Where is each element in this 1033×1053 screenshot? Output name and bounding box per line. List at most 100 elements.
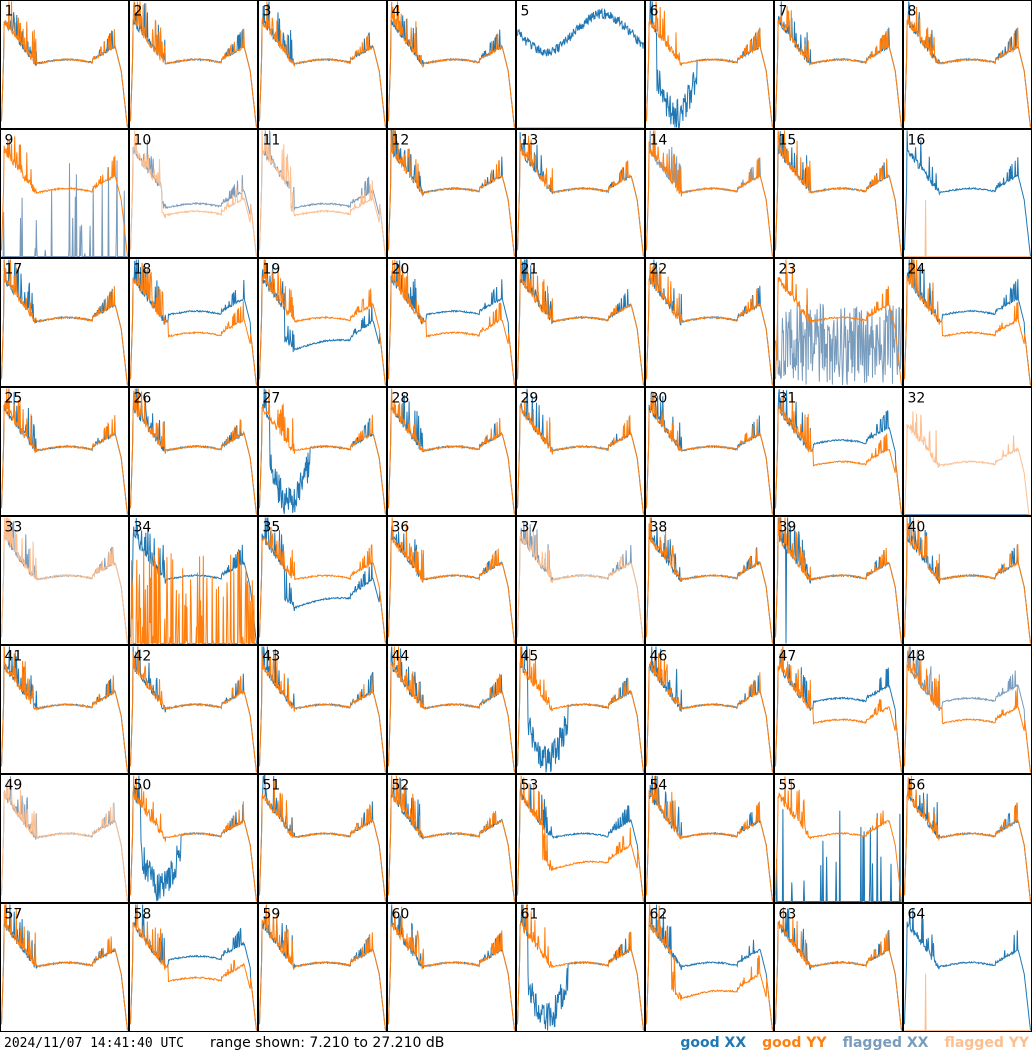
panel-frame — [774, 645, 903, 774]
panel-label: 20 — [392, 262, 410, 278]
panel-label: 49 — [5, 778, 23, 794]
series-yy — [1, 517, 128, 644]
panel-label: 54 — [650, 778, 668, 794]
series-yy — [259, 259, 386, 386]
panel-frame — [0, 258, 129, 387]
panel-label: 48 — [908, 649, 926, 665]
panel-label: 44 — [392, 649, 410, 665]
panel-label: 18 — [134, 262, 152, 278]
series-xx — [775, 809, 902, 902]
antenna-panel-52: 52 — [387, 774, 516, 903]
series-xx — [775, 303, 902, 386]
panel-frame — [645, 774, 774, 903]
panel-frame — [258, 645, 387, 774]
series-xx — [517, 7, 644, 57]
panel-label: 22 — [650, 262, 668, 278]
antenna-panel-36: 36 — [387, 516, 516, 645]
series-yy — [517, 135, 644, 257]
panel-label: 16 — [908, 133, 926, 149]
panel-label: 17 — [5, 262, 23, 278]
antenna-panel-48: 48 — [903, 645, 1032, 774]
series-yy — [904, 411, 1031, 515]
panel-label: 31 — [779, 391, 797, 407]
panel-frame — [258, 774, 387, 903]
series-yy — [646, 130, 773, 257]
panel-label: 28 — [392, 391, 410, 407]
antenna-panel-11: 11 — [258, 129, 387, 258]
series-yy — [259, 904, 386, 1031]
series-yy — [1, 1, 128, 128]
panel-frame — [645, 129, 774, 258]
panel-frame — [645, 903, 774, 1032]
series-xx — [775, 389, 902, 515]
antenna-panel-50: 50 — [129, 774, 258, 903]
antenna-panel-13: 13 — [516, 129, 645, 258]
series-yy — [904, 6, 1031, 128]
series-yy — [259, 649, 386, 773]
panel-frame — [258, 903, 387, 1032]
antenna-panel-21: 21 — [516, 258, 645, 387]
panel-label: 23 — [779, 262, 797, 278]
panel-label: 35 — [263, 520, 281, 536]
panel-frame — [387, 387, 516, 516]
panel-label: 10 — [134, 133, 152, 149]
antenna-panel-53: 53 — [516, 774, 645, 903]
panel-frame — [387, 645, 516, 774]
antenna-panel-40: 40 — [903, 516, 1032, 645]
antenna-panel-8: 8 — [903, 0, 1032, 129]
series-yy — [646, 775, 773, 902]
panel-label: 1 — [5, 4, 14, 20]
panel-label: 36 — [392, 520, 410, 536]
series-yy — [1, 904, 128, 1031]
series-yy — [1, 136, 128, 257]
antenna-panel-56: 56 — [903, 774, 1032, 903]
panel-frame — [774, 0, 903, 129]
panel-label: 53 — [521, 778, 539, 794]
antenna-panel-33: 33 — [0, 516, 129, 645]
series-xx — [904, 908, 1031, 1031]
series-yy — [904, 259, 1031, 386]
panel-label: 60 — [392, 907, 410, 923]
series-yy — [130, 904, 257, 1031]
panel-frame — [903, 0, 1032, 129]
antenna-panel-35: 35 — [258, 516, 387, 645]
antenna-panel-23: 23 — [774, 258, 903, 387]
antenna-panel-24: 24 — [903, 258, 1032, 387]
antenna-panel-19: 19 — [258, 258, 387, 387]
panel-label: 33 — [5, 520, 23, 536]
series-yy — [130, 1, 257, 128]
panel-label: 19 — [263, 262, 281, 278]
panel-frame — [645, 387, 774, 516]
panel-label: 3 — [263, 4, 272, 20]
antenna-panel-43: 43 — [258, 645, 387, 774]
antenna-panel-32: 32 — [903, 387, 1032, 516]
panel-label: 34 — [134, 520, 152, 536]
panel-label: 5 — [521, 4, 530, 20]
series-yy — [646, 391, 773, 515]
legend: good XX good YY flagged XX flagged YY — [680, 1034, 1029, 1053]
panel-frame — [903, 516, 1032, 645]
antenna-panel-46: 46 — [645, 645, 774, 774]
series-yy — [775, 130, 902, 257]
range-label: range shown: 7.210 to 27.210 dB — [210, 1035, 445, 1051]
antenna-panel-5: 5 — [516, 0, 645, 129]
panel-label: 39 — [779, 520, 797, 536]
panel-frame — [387, 903, 516, 1032]
panel-frame — [0, 645, 129, 774]
antenna-panel-18: 18 — [129, 258, 258, 387]
panel-frame — [0, 516, 129, 645]
panel-frame — [516, 0, 645, 129]
panel-frame — [903, 645, 1032, 774]
series-yy — [517, 525, 644, 644]
antenna-panel-29: 29 — [516, 387, 645, 516]
series-yy — [646, 263, 773, 386]
series-yy — [388, 906, 515, 1031]
antenna-panel-49: 49 — [0, 774, 129, 903]
antenna-panel-10: 10 — [129, 129, 258, 258]
series-yy — [1, 646, 128, 773]
series-yy — [775, 646, 902, 773]
antenna-panel-20: 20 — [387, 258, 516, 387]
panel-label: 63 — [779, 907, 797, 923]
series-yy — [388, 388, 515, 515]
